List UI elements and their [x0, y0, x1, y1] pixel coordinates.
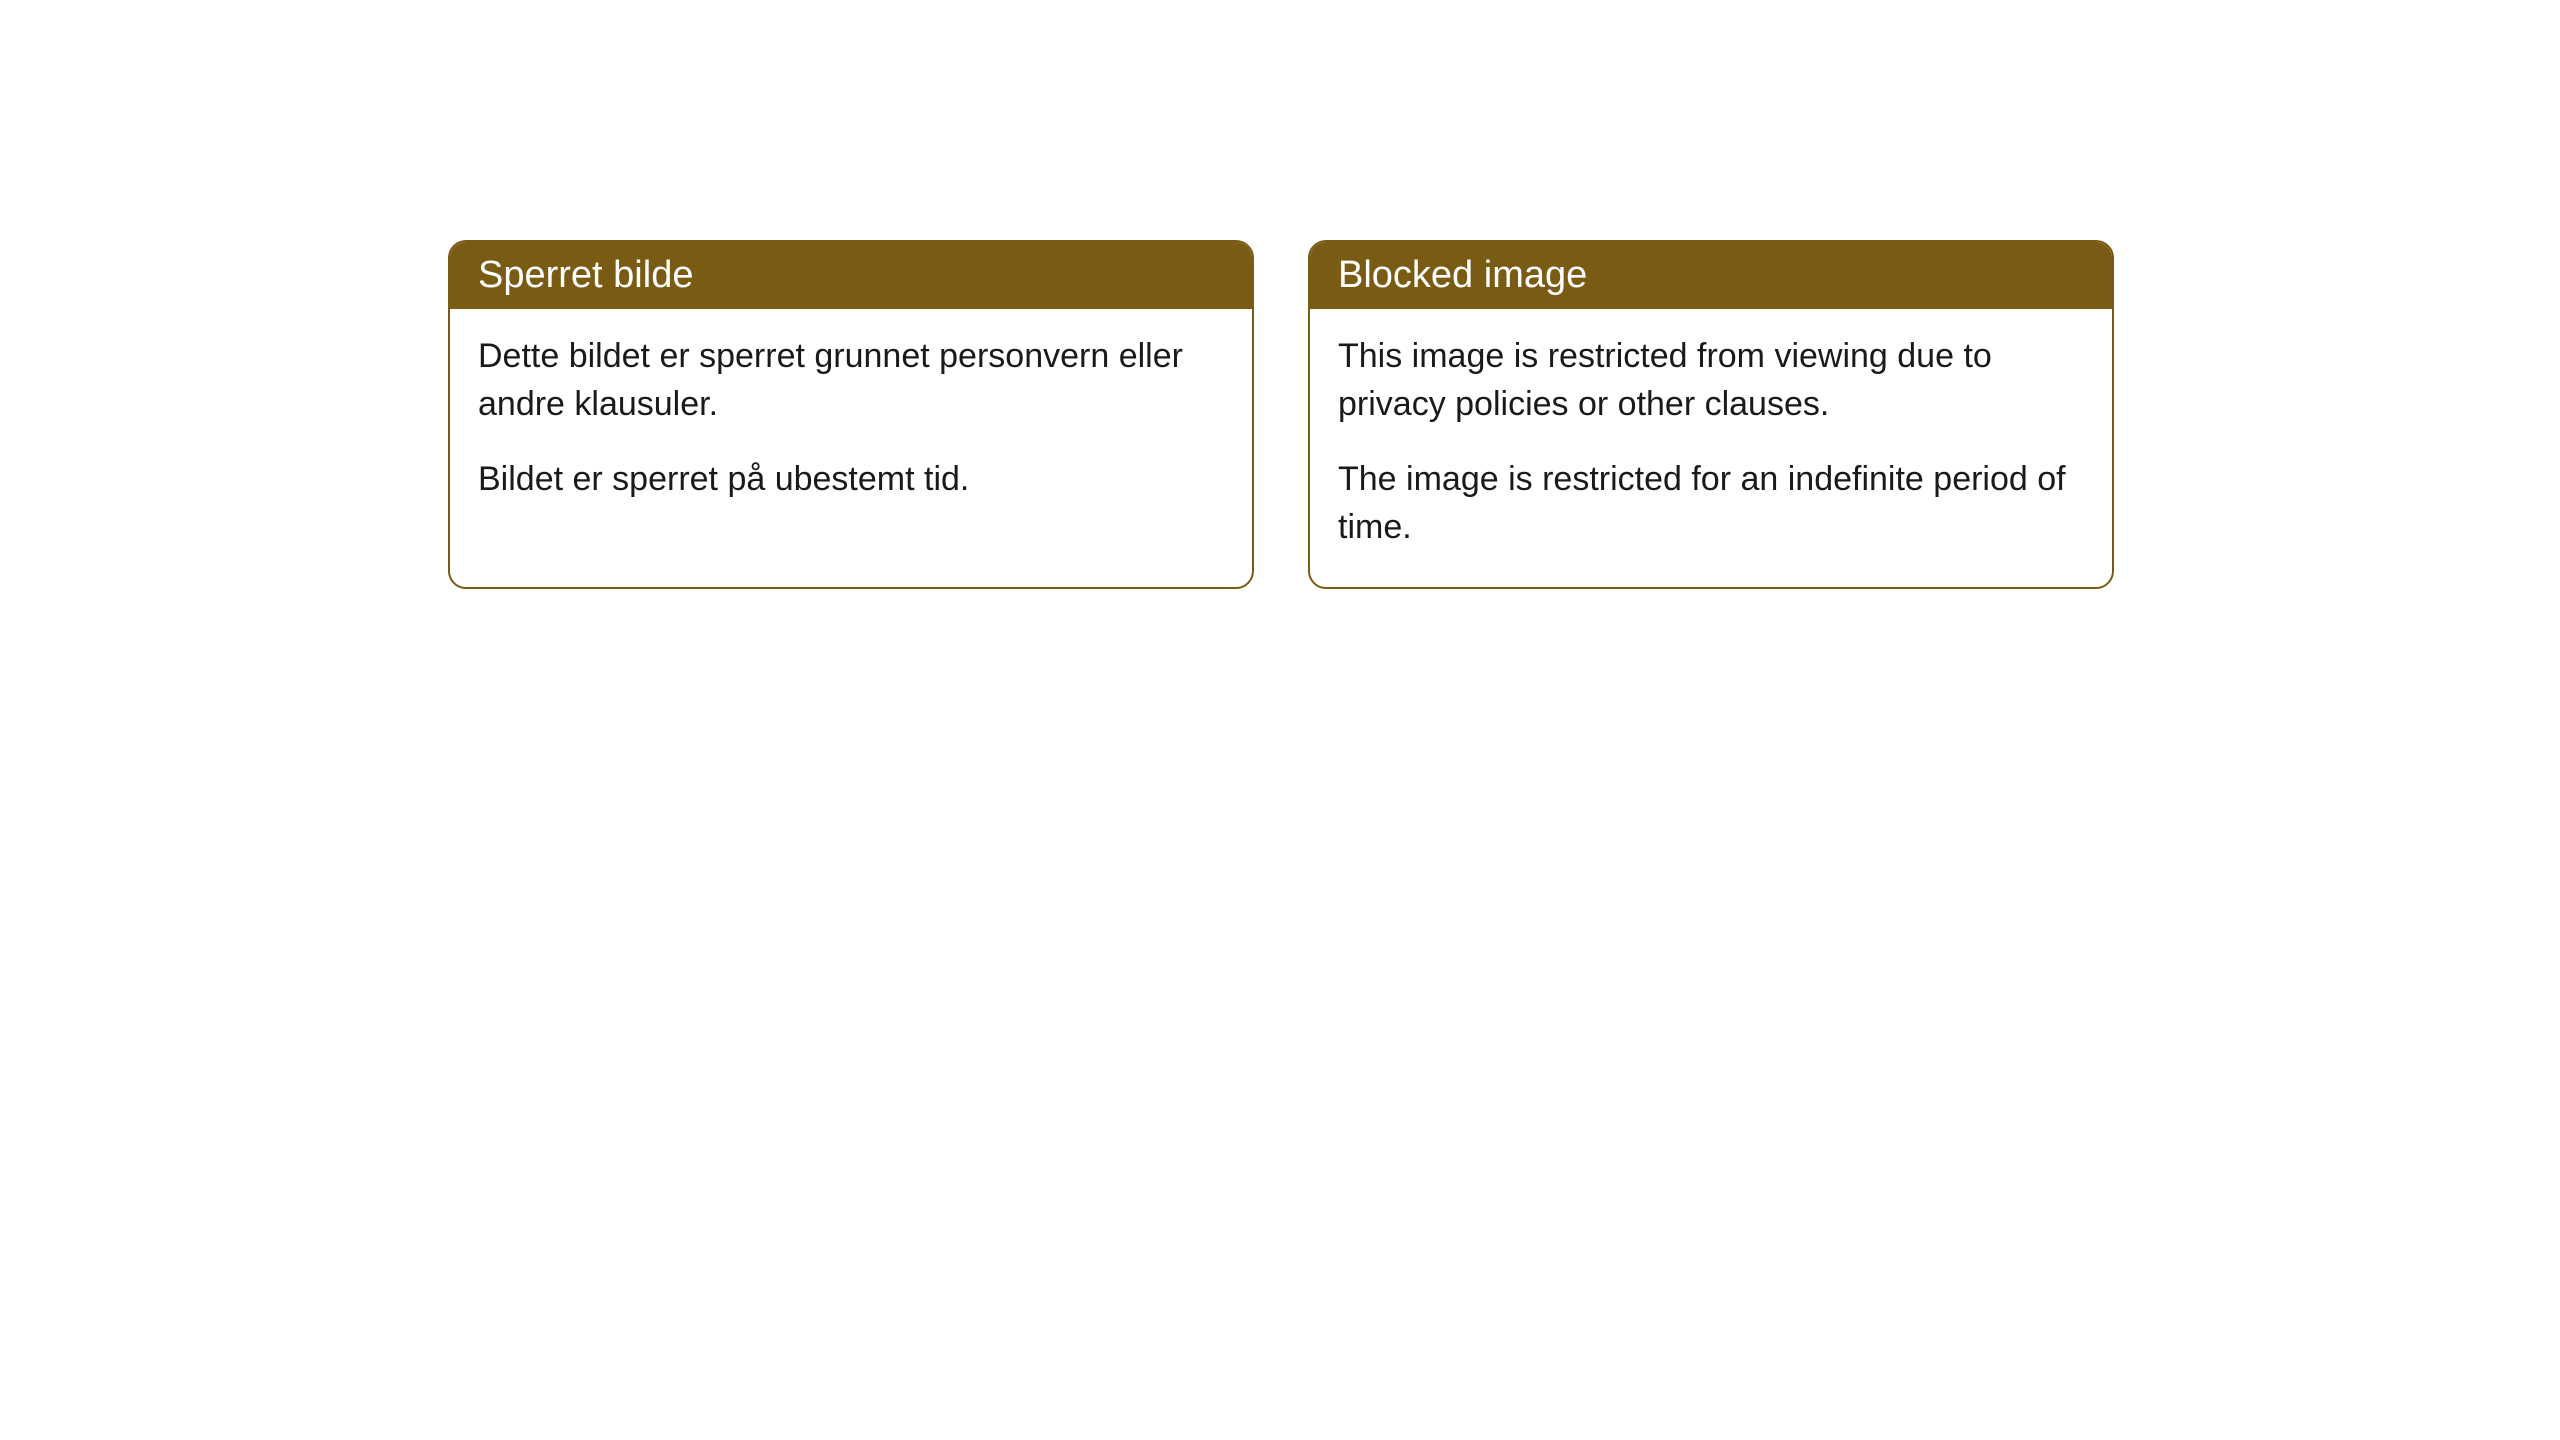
card-header-english: Blocked image: [1310, 242, 2112, 309]
card-body-norwegian: Dette bildet er sperret grunnet personve…: [450, 309, 1252, 540]
card-body-english: This image is restricted from viewing du…: [1310, 309, 2112, 587]
card-paragraph-2: The image is restricted for an indefinit…: [1338, 456, 2084, 551]
notice-cards-container: Sperret bilde Dette bildet er sperret gr…: [448, 240, 2114, 589]
card-paragraph-1: Dette bildet er sperret grunnet personve…: [478, 333, 1224, 428]
blocked-image-card-norwegian: Sperret bilde Dette bildet er sperret gr…: [448, 240, 1254, 589]
card-title: Blocked image: [1338, 254, 1587, 296]
card-paragraph-2: Bildet er sperret på ubestemt tid.: [478, 456, 1224, 504]
blocked-image-card-english: Blocked image This image is restricted f…: [1308, 240, 2114, 589]
card-title: Sperret bilde: [478, 254, 693, 296]
card-paragraph-1: This image is restricted from viewing du…: [1338, 333, 2084, 428]
card-header-norwegian: Sperret bilde: [450, 242, 1252, 309]
